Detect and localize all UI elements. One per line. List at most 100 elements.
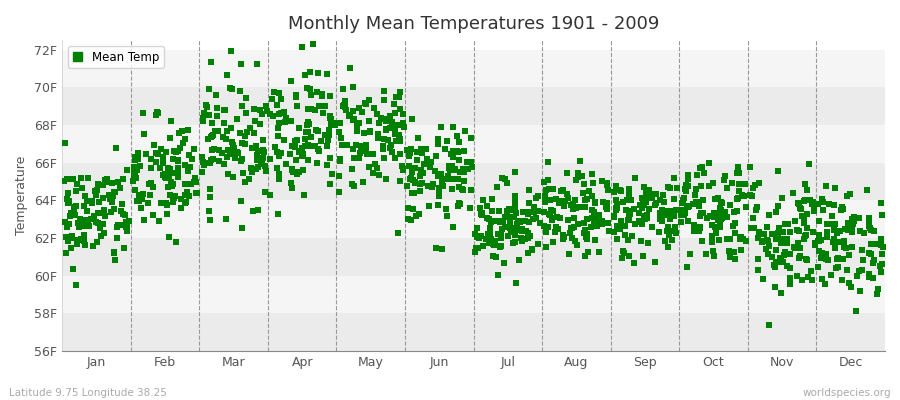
Point <box>549 195 563 202</box>
Point <box>220 128 234 134</box>
Point <box>525 246 539 253</box>
Point <box>814 196 829 202</box>
Point <box>609 223 624 229</box>
Point <box>103 196 117 202</box>
Point <box>608 205 623 211</box>
Point <box>372 172 386 178</box>
Point <box>464 135 478 141</box>
Point <box>446 224 460 230</box>
Point <box>805 268 819 274</box>
Point <box>789 272 804 279</box>
Point <box>177 181 192 187</box>
Point <box>149 150 164 156</box>
Point <box>746 214 760 221</box>
Point <box>609 197 624 204</box>
Point <box>327 120 341 126</box>
Point <box>445 176 459 182</box>
Point <box>578 253 592 259</box>
Point <box>391 122 405 128</box>
Point <box>783 280 797 287</box>
Point <box>510 221 525 228</box>
Point <box>308 106 322 113</box>
Point <box>395 120 410 126</box>
Point <box>412 173 427 180</box>
Point <box>295 152 310 159</box>
Point <box>707 195 722 202</box>
Point <box>133 205 148 211</box>
Point <box>812 248 826 254</box>
Point <box>871 286 886 292</box>
Point <box>302 69 317 76</box>
Point <box>309 127 323 133</box>
Point <box>482 216 496 222</box>
Point <box>580 196 594 202</box>
Point <box>752 256 766 262</box>
Point <box>508 210 523 216</box>
Point <box>346 116 361 122</box>
Point <box>315 92 329 99</box>
Point <box>550 214 564 220</box>
Point <box>271 133 285 140</box>
Point <box>752 180 766 186</box>
Point <box>255 111 269 118</box>
Point <box>806 202 821 209</box>
Point <box>730 169 744 176</box>
Point <box>622 214 636 220</box>
Point <box>759 246 773 252</box>
Point <box>274 110 288 116</box>
Point <box>404 169 419 175</box>
Point <box>568 197 582 203</box>
Point <box>661 184 675 190</box>
Point <box>235 225 249 231</box>
Point <box>220 171 235 177</box>
Point <box>874 200 888 206</box>
Point <box>762 212 777 218</box>
Point <box>760 238 775 244</box>
Point <box>195 115 210 121</box>
Point <box>600 182 615 188</box>
Point <box>461 166 475 172</box>
Point <box>542 210 556 217</box>
Point <box>269 165 284 171</box>
Point <box>126 178 140 184</box>
Point <box>637 216 652 222</box>
Point <box>761 322 776 328</box>
Point <box>360 151 374 158</box>
Point <box>217 120 231 126</box>
Point <box>67 204 81 210</box>
Point <box>297 192 311 198</box>
Point <box>285 166 300 172</box>
Point <box>693 212 707 219</box>
Point <box>730 196 744 202</box>
Point <box>322 132 337 138</box>
Point <box>168 238 183 245</box>
Point <box>688 192 702 198</box>
Point <box>846 214 860 221</box>
Point <box>648 259 662 265</box>
Point <box>721 248 735 255</box>
Point <box>300 85 314 91</box>
Point <box>563 224 578 231</box>
Point <box>96 230 111 236</box>
Point <box>690 172 705 178</box>
Point <box>435 246 449 252</box>
Point <box>694 238 708 244</box>
Point <box>590 222 604 229</box>
Point <box>705 233 719 239</box>
Point <box>202 217 217 224</box>
Point <box>181 168 195 174</box>
Point <box>661 224 675 230</box>
Point <box>112 179 126 185</box>
Point <box>285 184 300 191</box>
Point <box>818 281 832 287</box>
Point <box>187 146 202 152</box>
Point <box>322 126 337 133</box>
Point <box>150 151 165 158</box>
Point <box>828 185 842 192</box>
Point <box>166 198 180 204</box>
Point <box>853 288 868 294</box>
Point <box>85 198 99 204</box>
Point <box>376 116 391 122</box>
Point <box>375 143 390 149</box>
Point <box>577 230 591 236</box>
